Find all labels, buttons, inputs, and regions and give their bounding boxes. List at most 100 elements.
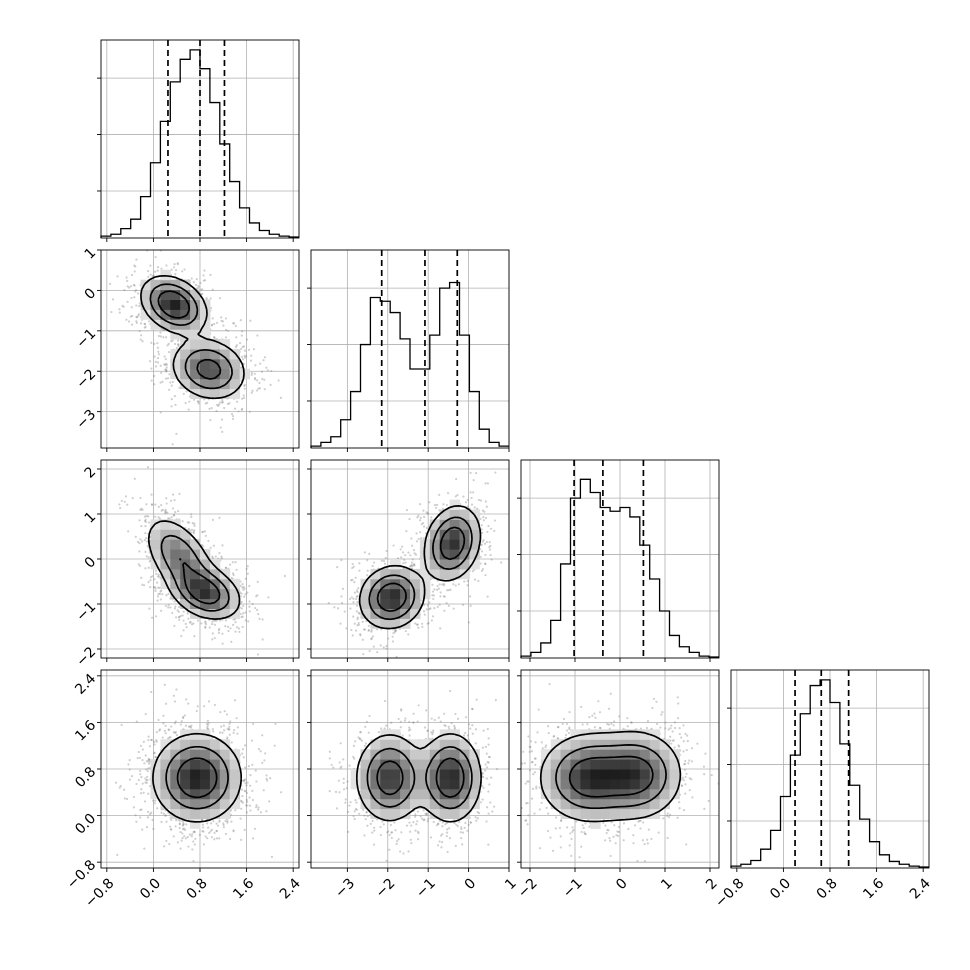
scatter-point [259,362,262,365]
scatter-point [370,637,373,640]
panel-frame-2 [310,459,510,659]
scatter-point [148,560,151,563]
density-cell [209,578,221,590]
scatter-point [165,366,168,369]
density-cell [170,299,181,310]
scatter-point [243,387,246,390]
scatter-point [154,255,157,259]
scatter-point [203,279,207,282]
scatter-point [147,275,150,278]
scatter-point [164,512,167,515]
density-cell [180,559,191,570]
scatter-point [182,716,185,720]
scatter-point [139,496,142,500]
scatter-point [159,411,162,414]
scatter-point [232,322,236,325]
scatter-point [205,297,208,300]
scatter-point [188,400,191,403]
scatter-point [187,845,190,848]
scatter-point [441,583,444,586]
scatter-point [247,620,250,623]
density-cell [200,608,211,619]
scatter-point [210,622,214,626]
scatter-point [141,759,144,762]
scatter-point [206,719,209,722]
scatter-point [261,638,264,641]
scatter-point [140,334,143,337]
scatter-point [255,389,259,392]
scatter-point [118,311,121,314]
density-cell [200,588,211,600]
density-cell [150,309,161,320]
scatter-point [145,536,148,540]
scatter-point [480,524,483,527]
scatter-point [154,589,157,592]
scatter-point [355,589,359,592]
scatter-point [160,509,163,512]
scatter-point [353,622,356,625]
scatter-point [202,826,205,829]
scatter-point [371,635,375,638]
scatter-point [391,640,395,643]
scatter-point [223,406,226,410]
scatter-point [163,355,166,358]
scatter-point [186,835,189,839]
scatter-point [422,509,425,512]
scatter-point [164,357,167,361]
contour-1-0 [147,520,241,620]
scatter-point [146,544,149,548]
scatter-point [250,354,253,357]
scatter-point [339,622,342,625]
contour-0-2 [157,290,222,380]
density-cell [449,549,460,560]
scatter-point [214,619,217,622]
scatter-point [207,539,210,543]
density-cell [469,559,480,570]
contour-0-0 [140,274,245,400]
scatter-point [472,479,475,482]
scatter-point [383,562,387,565]
scatter-point [240,600,243,603]
scatter-point [408,517,411,521]
scatter-point [176,609,179,612]
scatter-point [172,493,175,496]
scatter-point [221,544,224,547]
scatter-point [348,597,352,601]
scatter-point [434,506,438,509]
scatter-point [173,263,176,266]
scatter-point [483,510,486,513]
scatter-point [201,288,204,291]
scatter-point [144,532,147,535]
scatter-point [357,623,360,626]
scatter-point [370,629,373,632]
scatter-point [353,581,356,584]
scatter-point [237,410,240,413]
scatter-point [257,748,261,751]
scatter-point [152,274,155,277]
scatter-point [428,608,431,611]
scatter-point [193,529,196,532]
density-cell [439,568,451,580]
scatter-point [241,397,244,400]
scatter-point [147,757,150,760]
scatter-point [223,710,226,713]
scatter-point [165,362,168,366]
scatter-point [351,562,354,566]
density-cell [180,299,191,310]
scatter-point [481,509,485,512]
scatter-point [190,623,194,626]
scatter-point [204,620,207,623]
scatter-point [206,822,209,825]
scatter-point [204,626,207,629]
scatter-point [420,523,423,526]
scatter-point [355,610,358,613]
scatter-point [133,264,136,267]
scatter-point [234,561,237,564]
density-cell [219,368,231,380]
scatter-point [154,515,157,518]
scatter-point [486,595,489,598]
scatter-point [226,727,229,730]
density-cell [170,358,181,370]
scatter-point [488,541,491,544]
scatter-point [201,292,204,296]
